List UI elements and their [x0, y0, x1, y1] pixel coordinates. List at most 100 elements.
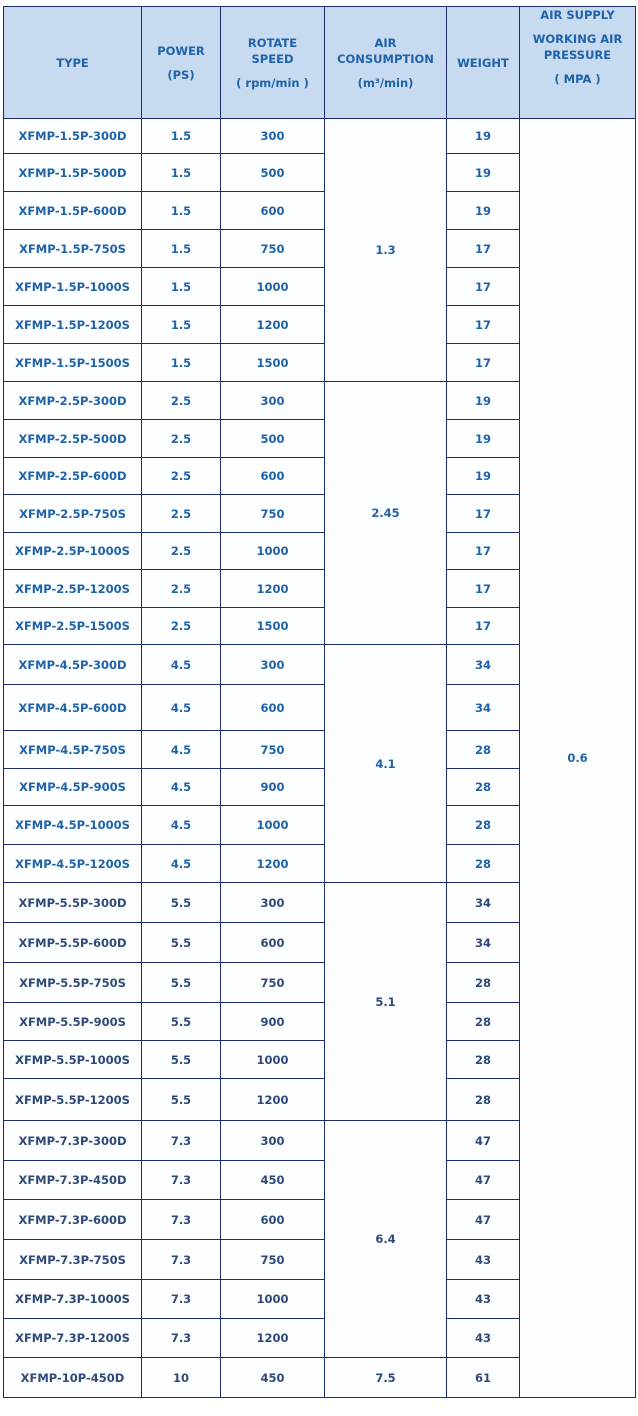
table-row: XFMP-7.3P-300D 7.3 300 6.4 47	[3, 1120, 636, 1358]
cell-speed: 600	[220, 191, 325, 230]
cell-power: 1.5	[141, 305, 221, 344]
cell-speed: 750	[220, 730, 325, 769]
cell-type: XFMP-2.5P-300D	[3, 381, 142, 420]
cell-air-consumption: 5.1	[324, 882, 447, 1121]
cell-type: XFMP-5.5P-750S	[3, 962, 142, 1003]
cell-type: XFMP-1.5P-600D	[3, 191, 142, 230]
cell-speed: 600	[220, 457, 325, 495]
table-row: XFMP-1.5P-600D 1.5 600 19	[3, 191, 636, 230]
cell-speed: 750	[220, 229, 325, 268]
cell-speed: 1000	[220, 267, 325, 306]
table-row: XFMP-2.5P-1500S 2.5 1500 17	[3, 607, 636, 645]
table-row: XFMP-4.5P-900S 4.5 900 28	[3, 768, 636, 806]
table-row: XFMP-1.5P-1500S 1.5 1500 17	[3, 343, 636, 382]
header-air: AIR CONSUMPTION (m³/min)	[324, 6, 447, 119]
cell-weight: 17	[446, 569, 520, 608]
cell-power: 2.5	[141, 607, 221, 645]
cell-power: 1.5	[141, 267, 221, 306]
cell-type: XFMP-5.5P-300D	[3, 882, 142, 923]
cell-type: XFMP-2.5P-1200S	[3, 569, 142, 608]
cell-power: 2.5	[141, 381, 221, 420]
table-row: XFMP-4.5P-1200S 4.5 1200 28	[3, 844, 636, 883]
cell-power: 4.5	[141, 684, 221, 731]
cell-power: 1.5	[141, 118, 221, 154]
cell-power: 2.5	[141, 494, 221, 533]
cell-weight: 43	[446, 1279, 520, 1319]
cell-power: 4.5	[141, 805, 221, 845]
cell-weight: 43	[446, 1239, 520, 1280]
table-row: XFMP-2.5P-500D 2.5 500 19	[3, 419, 636, 458]
cell-power: 7.3	[141, 1239, 221, 1280]
table-row: XFMP-1.5P-300D 1.5 300 1.3 19 0.6	[3, 118, 636, 1398]
cell-speed: 300	[220, 381, 325, 420]
cell-weight: 61	[446, 1357, 520, 1398]
cell-power: 5.5	[141, 962, 221, 1003]
header-type: TYPE	[3, 6, 142, 119]
cell-power: 5.5	[141, 922, 221, 963]
header-weight: WEIGHT	[446, 6, 520, 119]
cell-power: 1.5	[141, 343, 221, 382]
cell-speed: 1000	[220, 1279, 325, 1319]
cell-weight: 17	[446, 343, 520, 382]
cell-air-consumption: 2.45	[324, 381, 447, 645]
table-row: XFMP-7.3P-750S 7.3 750 43	[3, 1239, 636, 1280]
cell-air-consumption: 7.5	[324, 1357, 447, 1398]
cell-weight: 28	[446, 844, 520, 883]
cell-weight: 28	[446, 1040, 520, 1079]
cell-type: XFMP-10P-450D	[3, 1357, 142, 1398]
cell-power: 4.5	[141, 644, 221, 685]
cell-weight: 19	[446, 118, 520, 154]
cell-weight: 28	[446, 1002, 520, 1041]
cell-speed: 300	[220, 882, 325, 923]
cell-power: 2.5	[141, 419, 221, 458]
cell-weight: 17	[446, 267, 520, 306]
cell-weight: 47	[446, 1160, 520, 1200]
cell-speed: 500	[220, 153, 325, 192]
cell-type: XFMP-2.5P-750S	[3, 494, 142, 533]
cell-type: XFMP-1.5P-750S	[3, 229, 142, 268]
cell-power: 7.3	[141, 1318, 221, 1358]
cell-weight: 47	[446, 1199, 520, 1240]
cell-power: 7.3	[141, 1199, 221, 1240]
table-row: XFMP-2.5P-750S 2.5 750 17	[3, 494, 636, 533]
cell-power: 7.3	[141, 1279, 221, 1319]
cell-type: XFMP-7.3P-450D	[3, 1160, 142, 1200]
cell-air-consumption: 4.1	[324, 644, 447, 883]
cell-type: XFMP-1.5P-300D	[3, 118, 142, 154]
cell-type: XFMP-2.5P-600D	[3, 457, 142, 495]
cell-air-consumption: 1.3	[324, 118, 447, 382]
cell-power: 10	[141, 1357, 221, 1398]
cell-air-consumption: 6.4	[324, 1120, 447, 1358]
cell-weight: 17	[446, 532, 520, 570]
cell-speed: 600	[220, 684, 325, 731]
cell-power: 7.3	[141, 1120, 221, 1161]
cell-type: XFMP-4.5P-750S	[3, 730, 142, 769]
cell-weight: 19	[446, 191, 520, 230]
cell-type: XFMP-5.5P-900S	[3, 1002, 142, 1041]
table-row: XFMP-5.5P-300D 5.5 300 5.1 34	[3, 882, 636, 1121]
cell-power: 5.5	[141, 882, 221, 923]
cell-type: XFMP-4.5P-1000S	[3, 805, 142, 845]
cell-weight: 19	[446, 381, 520, 420]
cell-power: 4.5	[141, 844, 221, 883]
table-row: XFMP-10P-450D 10 450 7.5 61	[3, 1357, 636, 1398]
cell-type: XFMP-4.5P-600D	[3, 684, 142, 731]
header-row: TYPE POWER (PS) ROTATE SPEED( rpm/min ) A…	[3, 6, 636, 119]
header-speed: ROTATE SPEED( rpm/min )	[220, 6, 325, 119]
cell-speed: 1500	[220, 343, 325, 382]
cell-type: XFMP-1.5P-1200S	[3, 305, 142, 344]
table-row: XFMP-1.5P-500D 1.5 500 19	[3, 153, 636, 192]
cell-speed: 1000	[220, 805, 325, 845]
cell-type: XFMP-7.3P-1200S	[3, 1318, 142, 1358]
cell-weight: 28	[446, 962, 520, 1003]
cell-type: XFMP-7.3P-600D	[3, 1199, 142, 1240]
table-row: XFMP-4.5P-750S 4.5 750 28	[3, 730, 636, 769]
cell-weight: 17	[446, 305, 520, 344]
cell-power: 1.5	[141, 153, 221, 192]
cell-type: XFMP-4.5P-1200S	[3, 844, 142, 883]
cell-type: XFMP-7.3P-750S	[3, 1239, 142, 1280]
cell-weight: 17	[446, 229, 520, 268]
cell-weight: 19	[446, 419, 520, 458]
cell-speed: 1200	[220, 569, 325, 608]
cell-pressure: 0.6	[519, 118, 636, 1398]
